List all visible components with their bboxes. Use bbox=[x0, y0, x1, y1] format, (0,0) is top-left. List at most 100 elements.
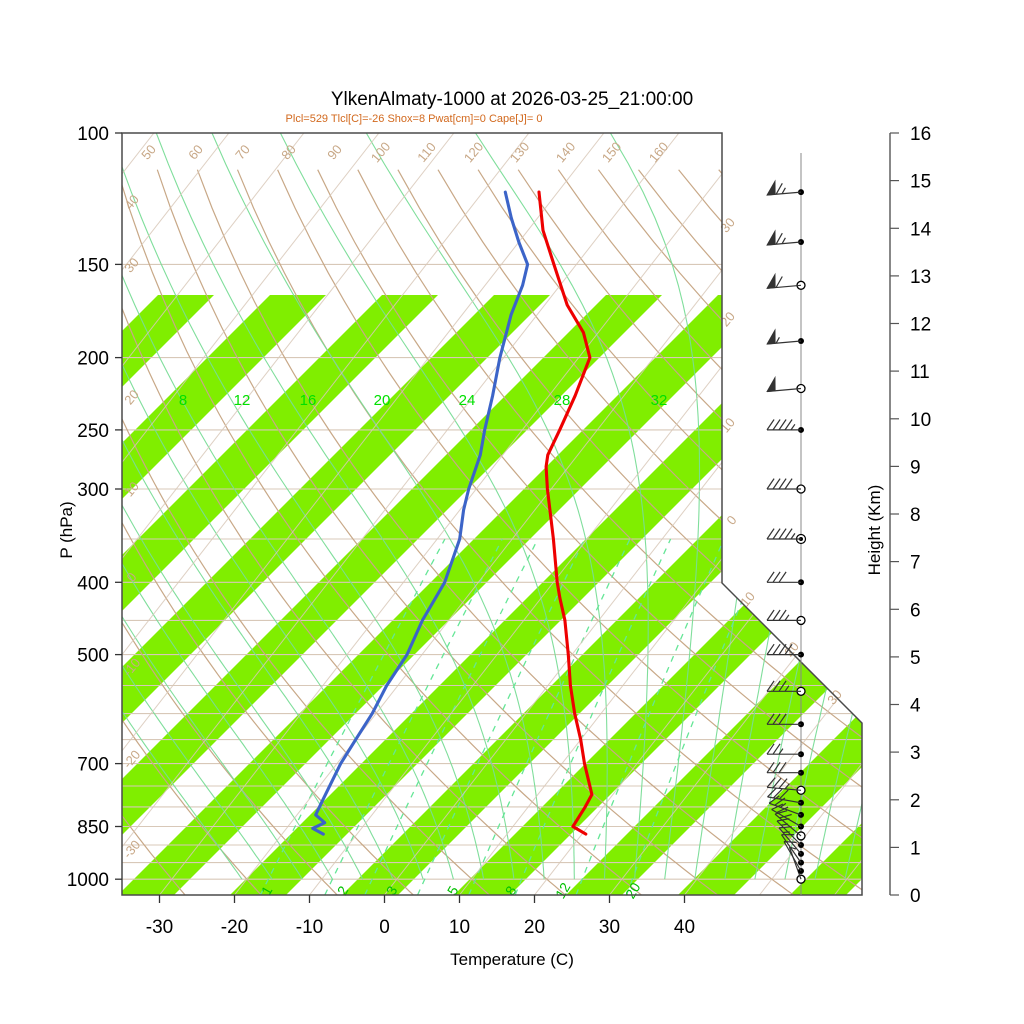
height-tick-label: 11 bbox=[910, 362, 930, 383]
temperature-tick-label: 30 bbox=[599, 917, 620, 938]
pressure-tick-label: 850 bbox=[77, 818, 109, 839]
indices-subtitle: Plcl=529 Tlcl[C]=-26 Shox=8 Pwat[cm]=0 C… bbox=[286, 113, 543, 125]
height-tick-label: 13 bbox=[910, 267, 931, 288]
barb-full bbox=[775, 183, 783, 195]
page-title: YlkenAlmaty-1000 at 2026-03-25_21:00:00 bbox=[331, 89, 693, 110]
wind-barb bbox=[766, 272, 806, 290]
barb-half bbox=[790, 423, 796, 431]
barb-pennant bbox=[766, 179, 776, 196]
barb-marker-filled bbox=[798, 823, 804, 830]
barb-shaft bbox=[767, 786, 802, 791]
barb-full bbox=[767, 787, 777, 798]
temperature-tick-label: 40 bbox=[674, 917, 695, 938]
barb-half bbox=[784, 783, 790, 790]
x-axis-title: Temperature (C) bbox=[450, 950, 574, 969]
pressure-tick-label: 200 bbox=[77, 349, 109, 370]
barb-full bbox=[784, 643, 793, 655]
temperature-tick-label: 0 bbox=[379, 917, 390, 938]
mixing-ratio-lines bbox=[259, 538, 769, 895]
barb-full bbox=[778, 419, 787, 431]
mixing-ratio-label: 12 bbox=[552, 880, 574, 902]
barb-full bbox=[784, 528, 793, 540]
height-tick-label: 1 bbox=[910, 838, 921, 859]
barb-full bbox=[772, 419, 781, 431]
pressure-tick-label: 300 bbox=[77, 480, 109, 501]
barb-full bbox=[772, 713, 781, 725]
wind-barb bbox=[774, 810, 806, 841]
barb-full bbox=[778, 778, 788, 789]
barb-full bbox=[775, 232, 783, 245]
wind-barb bbox=[766, 229, 804, 246]
barb-full bbox=[766, 419, 775, 431]
wind-barb bbox=[766, 478, 806, 494]
wind-barb bbox=[766, 328, 804, 345]
pressure-tick-label: 100 bbox=[77, 124, 109, 145]
barb-full bbox=[766, 478, 775, 490]
theta-e-label: 20 bbox=[374, 392, 391, 409]
barb-full bbox=[778, 761, 787, 774]
pressure-tick-label: 150 bbox=[77, 255, 109, 276]
barb-half bbox=[781, 237, 786, 244]
height-tick-label: 2 bbox=[910, 791, 921, 812]
barb-full bbox=[772, 777, 782, 789]
wind-barb bbox=[771, 803, 804, 830]
plot-frame bbox=[121, 132, 863, 896]
barb-full bbox=[768, 795, 780, 804]
barb-full bbox=[766, 571, 775, 583]
barb-shaft bbox=[788, 846, 802, 880]
temperature-tick-label: 10 bbox=[449, 917, 470, 938]
theta-e-labels: 8 12 16 20 24 28 32 bbox=[179, 392, 668, 409]
wind-barb bbox=[766, 528, 807, 545]
plot-border bbox=[121, 132, 863, 896]
barb-pennant bbox=[766, 375, 776, 393]
barb-full bbox=[766, 528, 775, 540]
barb-full bbox=[772, 761, 781, 774]
temperature-axis: -30 -20 -10 0 10 20 30 40 bbox=[146, 895, 695, 938]
barb-shaft bbox=[781, 834, 802, 863]
wind-barb bbox=[766, 179, 804, 196]
barb-half bbox=[781, 187, 786, 194]
barb-full bbox=[778, 643, 787, 655]
barb-full bbox=[766, 643, 775, 655]
barb-shaft bbox=[774, 813, 802, 837]
height-tick-label: 15 bbox=[910, 172, 931, 193]
barb-full bbox=[772, 788, 783, 799]
wind-barb bbox=[766, 571, 804, 586]
height-tick-label: 14 bbox=[910, 219, 932, 240]
theta-e-label: 28 bbox=[554, 392, 571, 409]
pressure-tick-label: 700 bbox=[77, 755, 109, 776]
temperature-tick-label: -10 bbox=[296, 917, 323, 938]
barb-half bbox=[784, 685, 790, 692]
height-tick-label: 5 bbox=[910, 648, 921, 669]
barb-shaft bbox=[778, 827, 802, 855]
height-tick-label: 8 bbox=[910, 505, 921, 526]
barb-full bbox=[784, 419, 793, 431]
wind-barb-column bbox=[766, 153, 807, 895]
barb-full bbox=[778, 713, 787, 725]
barb-half bbox=[779, 802, 787, 808]
barb-full bbox=[772, 680, 781, 692]
theta-e-label: 24 bbox=[459, 392, 476, 409]
sounding-profiles bbox=[311, 190, 594, 836]
mixing-ratio-label: 20 bbox=[622, 880, 644, 902]
temperature-tick-label: 20 bbox=[524, 917, 545, 938]
barb-full bbox=[772, 571, 781, 583]
barb-shaft bbox=[768, 802, 802, 816]
barb-full bbox=[778, 528, 787, 540]
wind-barb bbox=[766, 743, 804, 758]
wind-barb bbox=[766, 761, 804, 776]
wind-barb bbox=[766, 375, 806, 394]
barb-marker-filled bbox=[798, 189, 804, 196]
barb-half bbox=[775, 337, 780, 344]
height-tick-label: 4 bbox=[910, 696, 921, 717]
pressure-axis: 100 150 200 250 300 400 500 700 850 1000 bbox=[67, 124, 122, 891]
barb-pennant bbox=[766, 272, 776, 289]
barb-full bbox=[772, 609, 781, 621]
wind-barb bbox=[766, 680, 806, 696]
barb-shaft bbox=[783, 841, 802, 872]
barb-pennant bbox=[766, 328, 776, 345]
wind-barb bbox=[767, 787, 804, 806]
